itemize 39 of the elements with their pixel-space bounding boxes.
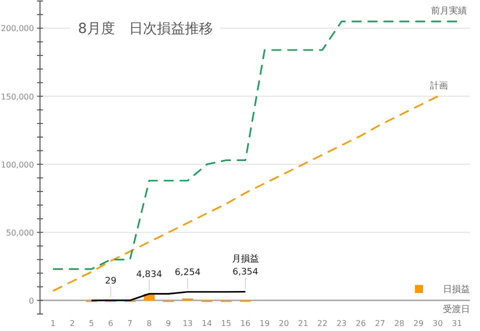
series-label: 計画	[430, 80, 448, 92]
x-tick-label: 26	[356, 319, 366, 328]
legend-label: 日損益	[443, 284, 470, 295]
x-tick-label: 28	[394, 319, 404, 328]
x-tick-label: 7	[127, 319, 132, 328]
y-tick-label: 50,000	[6, 228, 34, 238]
x-tick-label: 16	[240, 319, 250, 328]
x-tick-label: 14	[202, 319, 212, 328]
x-tick-label: 30	[432, 319, 443, 328]
x-tick-label: 21	[298, 319, 308, 328]
data-label: 4,834	[136, 270, 162, 280]
x-tick-label: 9	[166, 319, 171, 328]
x-tick-label: 29	[413, 319, 424, 328]
x-tick-label: 15	[221, 319, 232, 328]
series-label: 前月実績	[431, 5, 467, 16]
y-tick-label: 200,000	[0, 24, 34, 34]
x-tick-label: 19	[260, 319, 270, 328]
data-label: 29	[104, 276, 117, 286]
x-tick-label: 27	[374, 319, 386, 328]
x-tick-label: 6	[108, 319, 114, 328]
line-series	[90, 290, 246, 302]
x-tick-label: 20	[278, 319, 289, 328]
y-tick-label: 100,000	[0, 160, 34, 170]
data-label: 6,254	[174, 268, 201, 278]
x-tick-label: 1	[50, 319, 56, 328]
y-tick-label: 0	[28, 296, 34, 306]
data-label: 6,354	[232, 268, 259, 278]
line-series	[52, 95, 439, 292]
x-tick-label: 8	[146, 319, 152, 328]
text: 月損益	[232, 254, 259, 265]
x-tick-label: 23	[336, 319, 347, 328]
x-tick-label: 13	[182, 319, 193, 328]
x-tick-label: 31	[452, 319, 462, 328]
x-axis-title: 受渡日	[443, 304, 470, 315]
y-tick-label: 150,000	[0, 92, 34, 102]
x-tick-label: 5	[88, 319, 94, 328]
x-tick-label: 2	[70, 319, 75, 328]
x-tick-label: 22	[317, 319, 328, 328]
text: 8月度 日次損益推移	[78, 21, 213, 38]
